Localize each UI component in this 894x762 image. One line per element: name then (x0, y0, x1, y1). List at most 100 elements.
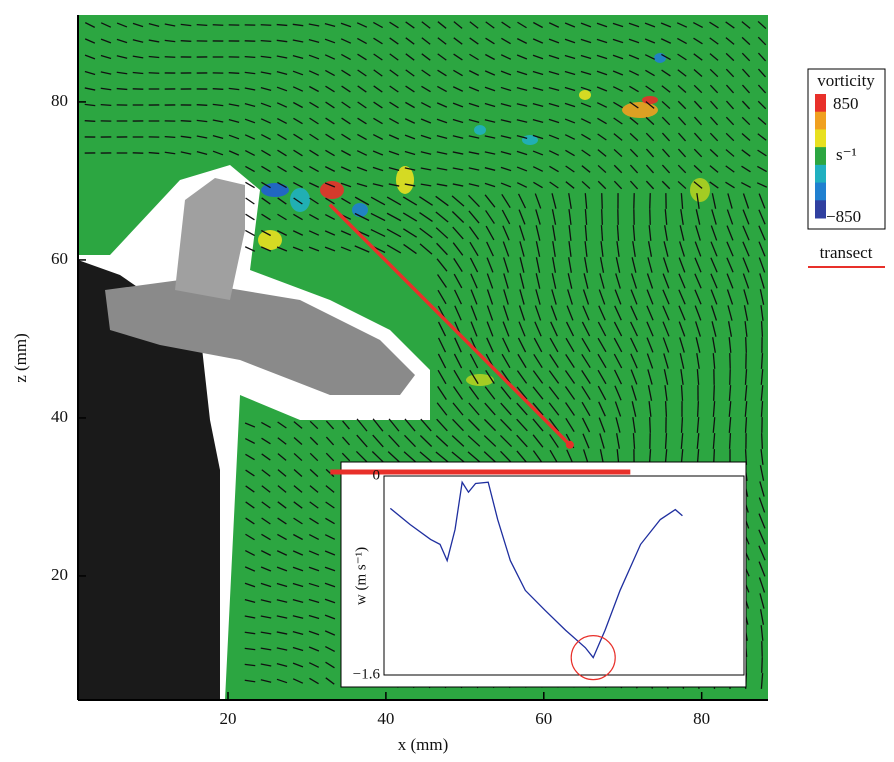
velocity-vector (677, 180, 687, 190)
velocity-vector (500, 386, 512, 400)
velocity-vector (404, 434, 416, 448)
velocity-vector (631, 401, 637, 417)
velocity-vector (485, 210, 495, 224)
velocity-vector (565, 321, 575, 337)
velocity-vector (420, 102, 432, 108)
velocity-vector (260, 631, 272, 635)
velocity-vector (500, 182, 512, 188)
velocity-vector (402, 212, 418, 222)
colorbar-swatch (815, 111, 826, 130)
velocity-vector (277, 485, 287, 493)
velocity-vector (532, 450, 544, 464)
inset-line (389, 480, 683, 659)
velocity-vector (261, 533, 271, 541)
velocity-vector (695, 225, 701, 241)
velocity-vector (469, 21, 479, 29)
velocity-vector (228, 103, 240, 107)
velocity-vector (757, 36, 767, 46)
velocity-vector (661, 164, 671, 174)
velocity-vector (535, 257, 541, 273)
velocity-vector (261, 229, 271, 237)
velocity-vector (629, 101, 639, 109)
velocity-vector (614, 289, 622, 305)
velocity-vector (745, 337, 747, 353)
velocity-vector (758, 513, 766, 529)
velocity-vector (309, 85, 319, 93)
velocity-vector (741, 133, 751, 141)
velocity-vector (196, 119, 208, 123)
velocity-vector (244, 663, 256, 667)
velocity-vector (677, 100, 687, 110)
velocity-vector (727, 193, 733, 209)
velocity-vector (420, 118, 432, 124)
velocity-vector (453, 69, 463, 77)
velocity-vector (516, 166, 528, 172)
velocity-vector (325, 645, 335, 653)
velocity-vector (568, 209, 572, 225)
velocity-vector (518, 305, 526, 321)
velocity-vector (437, 337, 447, 353)
vorticity-blob (690, 178, 710, 202)
velocity-vector (645, 116, 655, 126)
velocity-vector (680, 369, 684, 385)
velocity-vector (742, 257, 750, 273)
velocity-vector (405, 101, 415, 109)
velocity-vector (564, 134, 576, 140)
velocity-vector (581, 321, 591, 337)
velocity-vector (483, 435, 497, 447)
vorticity-blob (642, 96, 658, 104)
velocity-vector (308, 630, 320, 636)
x-tick-label: 20 (220, 709, 237, 728)
velocity-vector (725, 84, 735, 94)
velocity-vector (468, 386, 480, 400)
velocity-vector (437, 321, 447, 337)
velocity-vector (261, 165, 271, 173)
velocity-vector (757, 68, 767, 78)
velocity-vector (743, 289, 749, 305)
velocity-vector (421, 85, 431, 93)
velocity-vector (664, 385, 668, 401)
velocity-vector (276, 647, 288, 651)
velocity-vector (245, 533, 255, 541)
velocity-vector (467, 435, 481, 447)
velocity-vector (600, 225, 604, 241)
velocity-vector (598, 417, 606, 433)
velocity-vector (467, 451, 481, 463)
velocity-vector (116, 38, 128, 44)
velocity-vector (712, 353, 716, 369)
velocity-vector (581, 165, 591, 173)
velocity-vector (647, 257, 653, 273)
velocity-vector (436, 258, 448, 272)
velocity-vector (469, 257, 479, 273)
velocity-vector (437, 289, 447, 305)
velocity-vector (325, 517, 335, 525)
velocity-vector (662, 321, 670, 337)
velocity-vector (757, 165, 767, 173)
velocity-vector (646, 289, 654, 305)
velocity-vector (468, 119, 480, 123)
velocity-vector (148, 39, 160, 43)
velocity-vector (435, 451, 449, 463)
velocity-vector (84, 103, 96, 107)
y-tick-label: 80 (51, 91, 68, 110)
velocity-vector (760, 385, 764, 401)
velocity-vector (565, 402, 575, 416)
velocity-vector (419, 196, 433, 206)
velocity-vector (325, 117, 335, 125)
velocity-vector (548, 134, 560, 140)
velocity-vector (532, 87, 544, 91)
velocity-vector (261, 485, 271, 493)
velocity-vector (325, 452, 335, 462)
velocity-vector (629, 132, 639, 142)
velocity-vector (600, 241, 604, 257)
y-tick-label: 40 (51, 407, 68, 426)
velocity-vector (741, 84, 751, 94)
velocity-vector (532, 54, 544, 60)
velocity-vector (741, 68, 751, 78)
velocity-vector (84, 87, 96, 91)
velocity-vector (325, 133, 335, 141)
velocity-vector (454, 337, 462, 353)
velocity-vector (470, 305, 478, 321)
velocity-vector (228, 134, 240, 140)
velocity-vector (517, 21, 527, 29)
